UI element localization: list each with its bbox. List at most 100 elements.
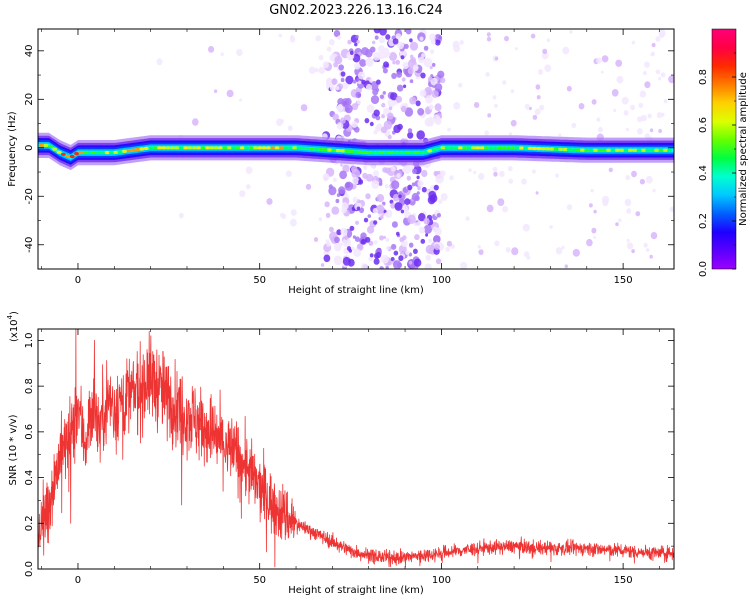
spectrogram-ridge-peak [632, 148, 638, 152]
spectrogram-ridge-peak [466, 146, 472, 150]
spectrogram-noise-blob [423, 45, 429, 51]
spectrogram-noise-blob [400, 241, 405, 246]
spectrogram-noise-blob [396, 71, 402, 78]
spectrogram-noise-blob [419, 36, 424, 41]
spectrogram-noise-blob [621, 96, 629, 105]
spectrogram-noise-blob [429, 194, 438, 203]
spectrogram-noise-blob [357, 100, 361, 105]
spectrogram-noise-blob [318, 66, 326, 74]
spectrogram-noise-blob [486, 36, 492, 42]
colorbar-tick-label: 0.6 [698, 117, 709, 133]
spectrogram-ridge-peak [440, 146, 446, 150]
spectrogram-noise-blob [537, 69, 544, 75]
spectrogram-noise-blob [407, 131, 414, 139]
spectrogram-noise-blob [417, 186, 421, 191]
spectrogram-ridge-peak [39, 143, 44, 147]
spectrogram-noise-blob [391, 221, 398, 228]
spectrogram-noise-blob [421, 53, 426, 58]
colorbar-label: Normalized spectral amplitude [738, 72, 749, 226]
spectrogram-noise-blob [349, 50, 354, 56]
spectrogram-noise-blob [355, 91, 362, 99]
spectrogram-noise-blob [376, 194, 385, 203]
spectrogram-noise-blob [331, 78, 338, 85]
spectrogram-ridge-peak [48, 144, 53, 148]
spectrogram-noise-blob [658, 77, 662, 81]
spectrogram-noise-blob [382, 68, 388, 74]
spectrogram-noise-blob [407, 67, 414, 75]
spectrogram-noise-blob [385, 34, 391, 40]
spectrogram-noise-blob [555, 173, 559, 178]
spectrogram-noise-blob [322, 173, 330, 181]
spectrogram-noise-blob [508, 132, 513, 136]
spectrogram-noise-blob [340, 77, 345, 83]
spectrogram-noise-blob [669, 206, 674, 213]
spectrogram-noise-blob [608, 167, 613, 173]
spectrogram-noise-blob [398, 255, 404, 262]
spectrogram-noise-blob [337, 35, 342, 40]
spectrogram-ridge-peak [667, 148, 672, 152]
spectrogram-noise-blob [412, 168, 417, 175]
spectrogram-noise-blob [521, 178, 527, 185]
spectrogram-ridge-peak [479, 146, 485, 150]
spectrogram-noise-blob [663, 99, 668, 104]
spectrogram-ridge-peak [130, 148, 136, 152]
spectrogram-noise-blob [660, 72, 666, 78]
spectrogram-noise-blob [367, 214, 372, 219]
spectrogram-noise-blob [364, 118, 370, 124]
spectrogram-noise-blob [401, 77, 406, 82]
spectrogram-noise-blob [566, 85, 572, 92]
spectrogram-ridge-layer [38, 132, 674, 171]
spectrogram-ridge-peak [283, 146, 289, 150]
spectrogram-ytick-label: -40 [24, 237, 35, 253]
spectrogram-noise-blob [266, 198, 273, 205]
spectrogram-noise-blob [542, 48, 548, 55]
spectrogram-noise-blob [375, 204, 385, 214]
spectrogram-ridge-peak [641, 148, 646, 152]
spectrogram-noise-blob [478, 172, 485, 181]
spectrogram-noise-blob [340, 71, 346, 77]
spectrogram-ridge-peak [126, 149, 132, 153]
snr-ytick-label: 0.2 [24, 515, 35, 531]
spectrogram-noise-blob [473, 102, 480, 108]
spectrogram-noise-blob [373, 220, 378, 225]
spectrogram-ytick-label: 40 [24, 44, 35, 57]
spectrogram-ridge-peak [318, 147, 324, 151]
spectrogram-noise-blob [332, 113, 339, 121]
spectrogram-noise-blob [338, 186, 346, 195]
spectrogram-ridge-peak [636, 148, 642, 152]
spectrogram-noise-blob [411, 192, 420, 202]
spectrogram-xtick-label: 150 [614, 275, 633, 286]
spectrogram-noise-blob [366, 173, 374, 182]
spectrogram-noise-blob [532, 114, 538, 120]
spectrogram-noise-blob [494, 240, 500, 247]
spectrogram-ridge-peak [87, 151, 92, 155]
spectrogram-noise-blob [336, 229, 342, 236]
spectrogram-ridge-peak [375, 151, 380, 155]
spectrogram-noise-blob [478, 249, 484, 256]
spectrogram-noise-blob [378, 36, 385, 44]
spectrogram-noise-blob [335, 85, 340, 91]
spectrogram-noise-blob [245, 166, 253, 174]
spectrogram-ridge-peak [61, 152, 66, 156]
spectrogram-ridge-peak [566, 148, 572, 152]
spectrogram-ridge-peak [287, 146, 293, 150]
spectrogram-noise-blob [351, 206, 356, 211]
spectrogram-ridge-peak [139, 147, 145, 151]
spectrogram-noise-blob [652, 188, 656, 193]
spectrogram-ridge-peak [401, 151, 406, 155]
spectrogram-noise-blob [413, 258, 422, 267]
spectrogram-noise-blob [361, 79, 366, 85]
spectrogram-noise-blob [596, 57, 602, 64]
spectrogram-noise-blob [387, 112, 394, 120]
spectrogram-noise-blob [494, 103, 498, 108]
spectrogram-ridge-peak [74, 152, 79, 156]
snr-ticks: 0 50 100 150 0.0 0.2 0.4 0.6 0.8 1.0 [24, 329, 674, 586]
spectrogram-noise-blob [355, 220, 359, 225]
spectrogram-ridge-peak [405, 151, 411, 155]
spectrogram-noise-blob [598, 126, 603, 133]
snr-scale-exponent: 4 [6, 314, 14, 319]
spectrogram-noise-blob [618, 218, 622, 223]
spectrogram-noise-blob [504, 35, 509, 42]
spectrogram-noise-blob [289, 218, 297, 227]
spectrogram-ridge-peak [614, 148, 620, 152]
